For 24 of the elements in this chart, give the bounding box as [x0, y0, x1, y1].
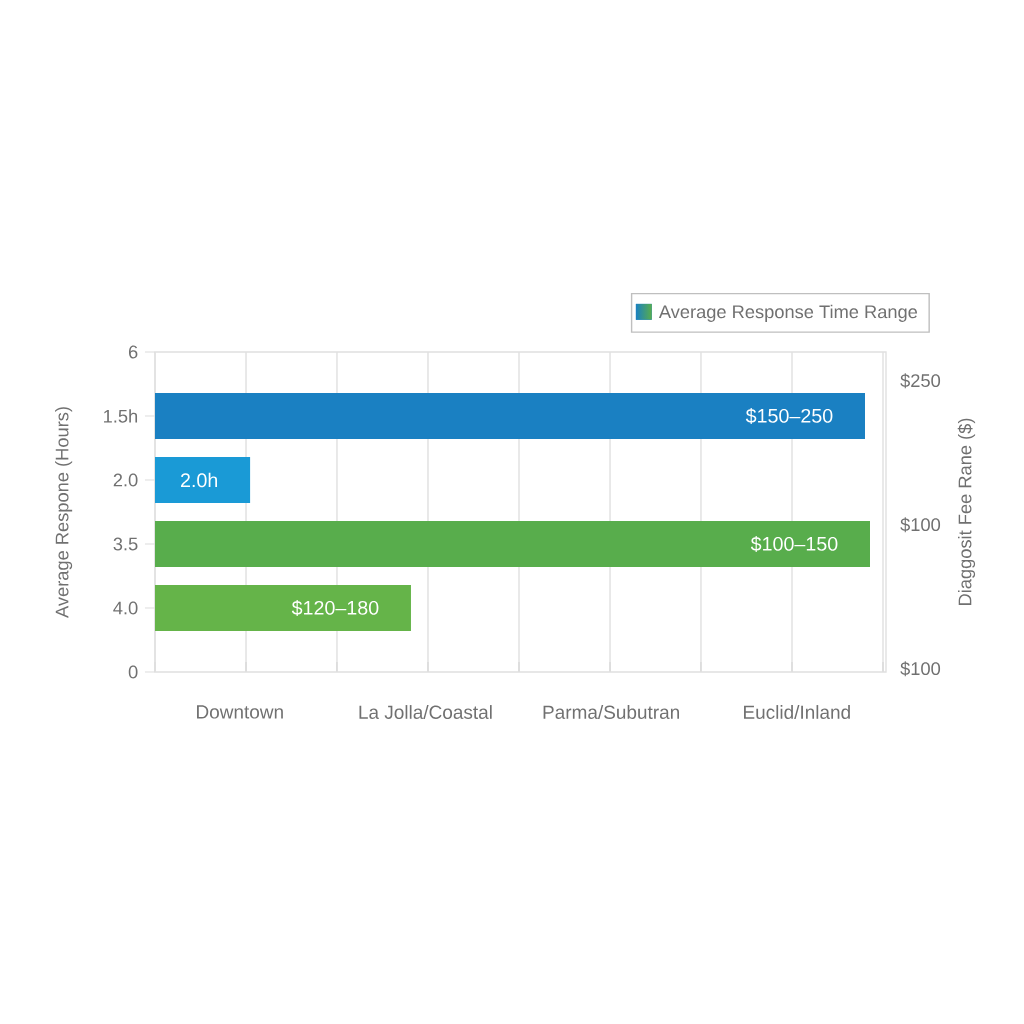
text: Euclid/Inland — [744, 705, 850, 719]
y-tick-label: 1.5h — [104, 409, 138, 423]
y-tick-label: 0 — [128, 665, 138, 679]
bar — [155, 393, 865, 439]
bar — [155, 585, 411, 631]
text: $250 — [900, 373, 941, 389]
text: Diaggosit Fee Rane ($) — [957, 418, 976, 605]
y-tick-label: 2.0 — [113, 473, 138, 487]
annotation: $120–180 — [291, 600, 379, 616]
annotation: 2.0h — [180, 472, 217, 488]
legend-label: Average Response Time Range — [658, 304, 918, 322]
y-tick-label: 3.5 — [113, 537, 138, 551]
y-tick-label: 4.0 — [113, 601, 138, 615]
annotation: $100–150 — [750, 536, 838, 552]
text: La Jolla/Coastal — [359, 705, 492, 719]
text: $100 — [900, 517, 941, 533]
text: Parma/Subutran — [543, 705, 679, 719]
y-axis-title: Average Respone (Hours) — [55, 407, 73, 618]
y-tick-label: 6 — [128, 345, 138, 359]
bar — [155, 521, 870, 567]
bar — [155, 457, 251, 503]
text: Downtown — [197, 705, 283, 719]
annotation: $150–250 — [745, 408, 833, 424]
text: $100 — [900, 661, 941, 677]
